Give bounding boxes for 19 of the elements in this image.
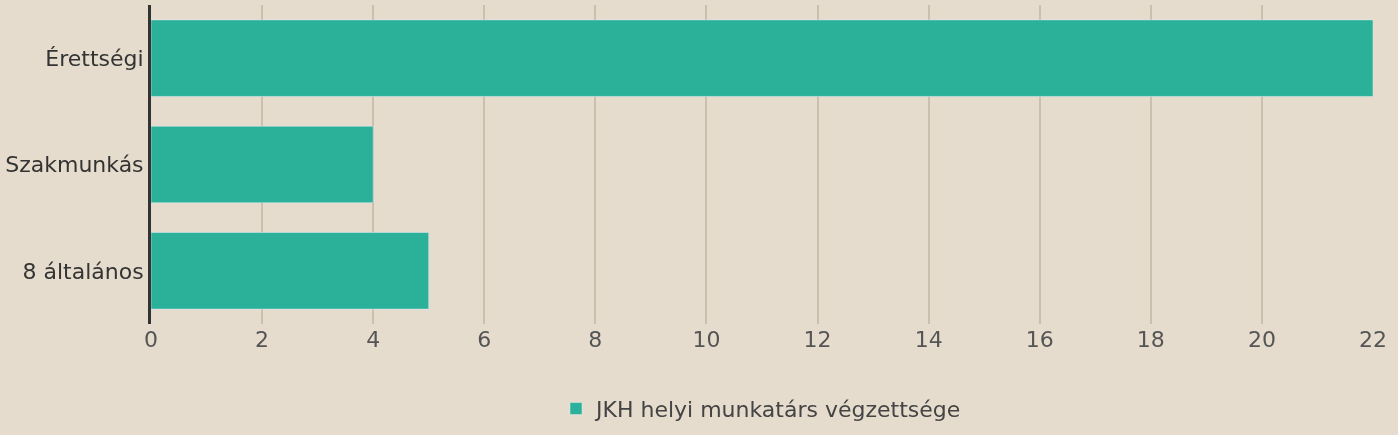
x-tick-label: 20 xyxy=(1247,327,1276,352)
x-tick-label: 22 xyxy=(1359,327,1387,352)
x-tick-label: 4 xyxy=(366,327,381,352)
legend-label: JKH helyi munkatárs végzettsége xyxy=(594,397,961,423)
y-tick-label: Érettségi xyxy=(45,45,144,71)
y-tick-label: Szakmunkás xyxy=(5,152,144,178)
x-tick-label: 8 xyxy=(588,327,603,352)
x-tick-label: 14 xyxy=(914,327,943,352)
x-tick-label: 16 xyxy=(1025,327,1054,352)
x-tick-label: 18 xyxy=(1136,327,1165,352)
x-tick-label: 0 xyxy=(144,327,158,352)
y-tick-label: 8 általános xyxy=(22,258,144,284)
x-tick-label: 2 xyxy=(255,327,270,352)
bar xyxy=(151,19,1373,97)
x-tick-label: 6 xyxy=(477,327,492,352)
x-tick-label: 10 xyxy=(692,327,721,352)
bar xyxy=(151,232,429,310)
x-tick-label: 12 xyxy=(803,327,832,352)
bar xyxy=(151,125,374,204)
